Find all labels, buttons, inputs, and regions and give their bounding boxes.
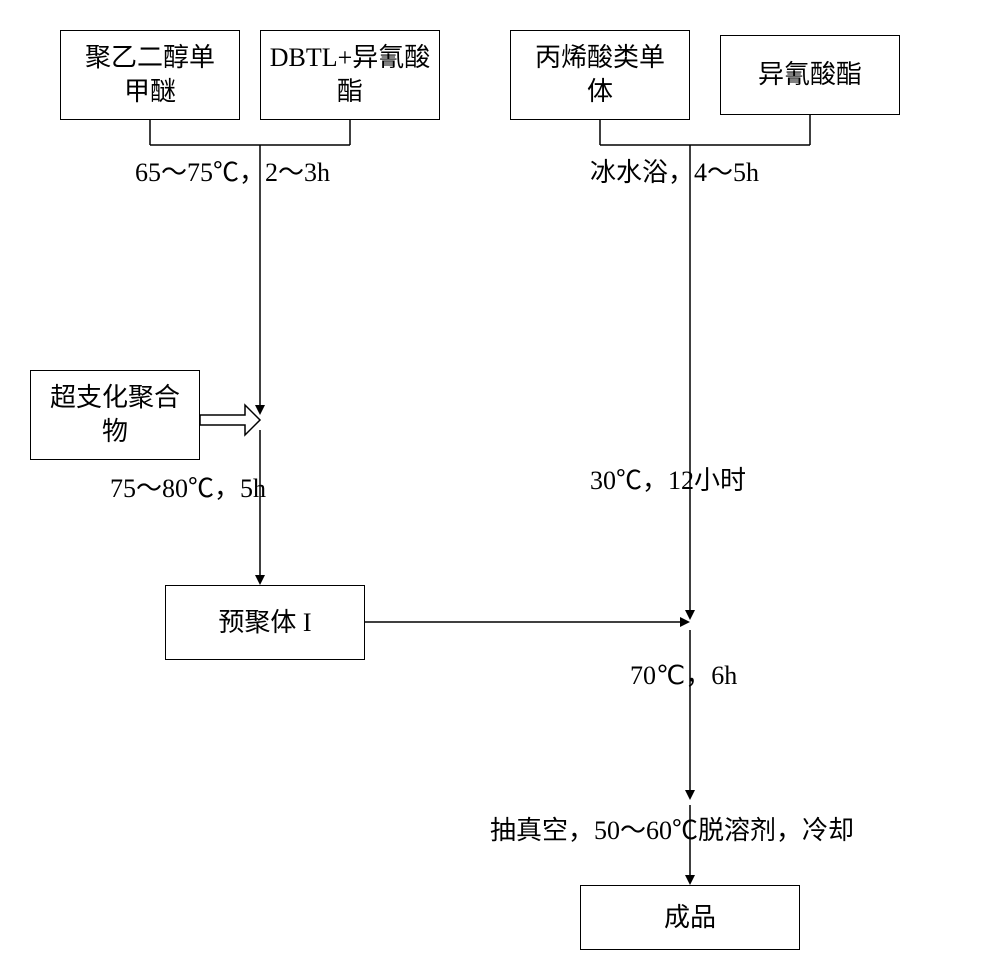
box-hyper: 超支化聚合物 [30, 370, 200, 460]
box-peg: 聚乙二醇单甲醚 [60, 30, 240, 120]
label-cond3: 75～80℃，5h [110, 468, 266, 505]
box-prepoly: 预聚体 I [165, 585, 365, 660]
box-iso2: 异氰酸酯 [720, 35, 900, 115]
box-dbtl-label: DBTL+异氰酸酯 [270, 41, 431, 109]
box-product-label: 成品 [664, 901, 716, 935]
box-product: 成品 [580, 885, 800, 950]
label-cond5: 70℃，6h [630, 655, 737, 692]
flowchart-canvas: 聚乙二醇单甲醚 DBTL+异氰酸酯 丙烯酸类单体 异氰酸酯 超支化聚合物 预聚体… [0, 0, 1000, 970]
box-prepoly-label: 预聚体 I [218, 606, 311, 640]
label-cond1: 65～75℃，2～3h [135, 152, 330, 189]
label-cond6: 抽真空，50～60℃脱溶剂，冷却 [490, 810, 854, 847]
box-hyper-label: 超支化聚合物 [50, 381, 180, 449]
box-peg-label: 聚乙二醇单甲醚 [85, 41, 215, 109]
box-dbtl: DBTL+异氰酸酯 [260, 30, 440, 120]
box-acrylic: 丙烯酸类单体 [510, 30, 690, 120]
label-cond4: 30℃，12小时 [590, 460, 746, 497]
box-acrylic-label: 丙烯酸类单体 [535, 41, 665, 109]
label-cond2: 冰水浴，4～5h [590, 152, 759, 189]
box-iso2-label: 异氰酸酯 [758, 58, 862, 92]
